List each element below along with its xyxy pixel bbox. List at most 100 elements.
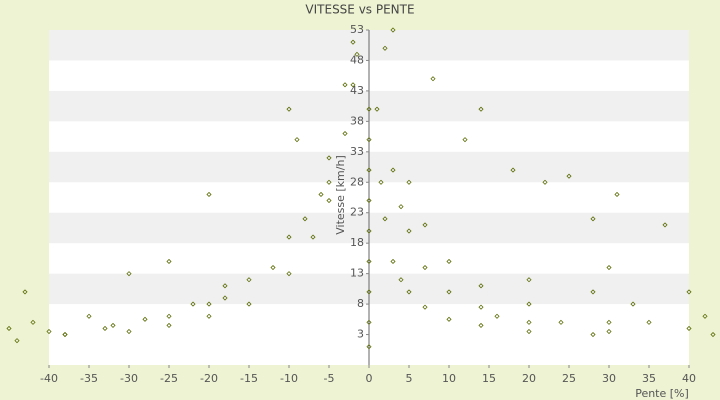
point <box>366 344 372 350</box>
point <box>606 328 612 335</box>
point <box>366 106 372 112</box>
point <box>326 197 332 204</box>
point <box>702 313 708 319</box>
point <box>422 304 428 310</box>
point <box>510 167 516 173</box>
point <box>606 264 612 271</box>
point <box>286 271 292 277</box>
y-tick-label: 33 <box>350 145 364 158</box>
point <box>558 319 564 325</box>
x-tick-label: 20 <box>522 372 536 385</box>
point <box>590 331 596 338</box>
point <box>542 179 548 185</box>
point <box>318 191 324 198</box>
y-tick-label: 43 <box>350 84 364 97</box>
y-tick-label: 8 <box>357 297 364 310</box>
x-tick-label: 5 <box>406 372 413 385</box>
point <box>366 319 372 325</box>
point <box>478 283 484 289</box>
point <box>310 234 316 240</box>
x-tick-label: 30 <box>602 372 616 385</box>
point <box>446 316 452 322</box>
point <box>30 319 36 325</box>
x-tick-label: -30 <box>120 372 138 385</box>
point <box>590 216 596 222</box>
point <box>382 216 388 222</box>
y-axis-label: Vitesse [km/h] <box>334 155 347 235</box>
point <box>590 289 596 295</box>
point <box>422 264 428 271</box>
point <box>526 301 532 307</box>
point <box>526 277 532 283</box>
y-tick-label: 53 <box>350 23 364 36</box>
point <box>326 179 332 185</box>
x-tick-label: -15 <box>240 372 258 385</box>
point <box>354 51 360 57</box>
point <box>566 173 572 179</box>
point <box>22 289 28 295</box>
x-tick-label: 15 <box>482 372 496 385</box>
point <box>206 301 212 307</box>
point <box>366 167 372 173</box>
point <box>366 228 372 234</box>
point <box>166 313 172 319</box>
point <box>342 130 348 137</box>
x-tick-label: 35 <box>642 372 656 385</box>
point <box>206 313 212 319</box>
point <box>390 167 396 173</box>
point <box>366 197 372 204</box>
point <box>206 191 212 198</box>
point <box>374 106 380 112</box>
point <box>142 316 148 322</box>
point <box>294 137 300 143</box>
x-tick-label: -25 <box>160 372 178 385</box>
point <box>366 137 372 143</box>
point <box>398 204 404 210</box>
point <box>686 325 692 332</box>
x-tick-label: -5 <box>324 372 335 385</box>
point <box>350 82 356 88</box>
y-tick-label: 48 <box>350 53 364 66</box>
x-tick-label: -10 <box>280 372 298 385</box>
point <box>662 222 668 228</box>
x-tick-label: 10 <box>442 372 456 385</box>
point <box>606 319 612 325</box>
point <box>246 277 252 283</box>
point <box>526 328 532 335</box>
point <box>462 137 468 143</box>
point <box>390 258 396 265</box>
point <box>398 277 404 283</box>
point <box>446 289 452 295</box>
x-tick-label: 25 <box>562 372 576 385</box>
point <box>686 289 692 295</box>
point <box>166 322 172 328</box>
point <box>286 234 292 240</box>
point <box>166 258 172 265</box>
chart-title: VITESSE vs PENTE <box>305 3 414 17</box>
point <box>422 222 428 228</box>
point <box>126 271 132 277</box>
y-tick-label: 23 <box>350 206 364 219</box>
point <box>110 322 116 328</box>
point <box>6 325 12 332</box>
point <box>494 313 500 319</box>
y-tick-label: 18 <box>350 236 364 249</box>
point <box>302 216 308 222</box>
point <box>710 331 716 338</box>
point <box>646 319 652 325</box>
y-tick-label: 3 <box>357 328 364 341</box>
point <box>62 331 68 338</box>
point <box>390 27 396 33</box>
point <box>326 155 332 161</box>
point <box>86 313 92 319</box>
x-tick-label: 40 <box>682 372 696 385</box>
point <box>406 228 412 234</box>
point <box>430 76 436 82</box>
x-tick-label: -35 <box>80 372 98 385</box>
point <box>190 301 196 307</box>
point <box>126 328 132 335</box>
x-tick-label: -40 <box>40 372 58 385</box>
point <box>270 264 276 271</box>
x-axis-label: Pente [%] <box>635 387 689 400</box>
